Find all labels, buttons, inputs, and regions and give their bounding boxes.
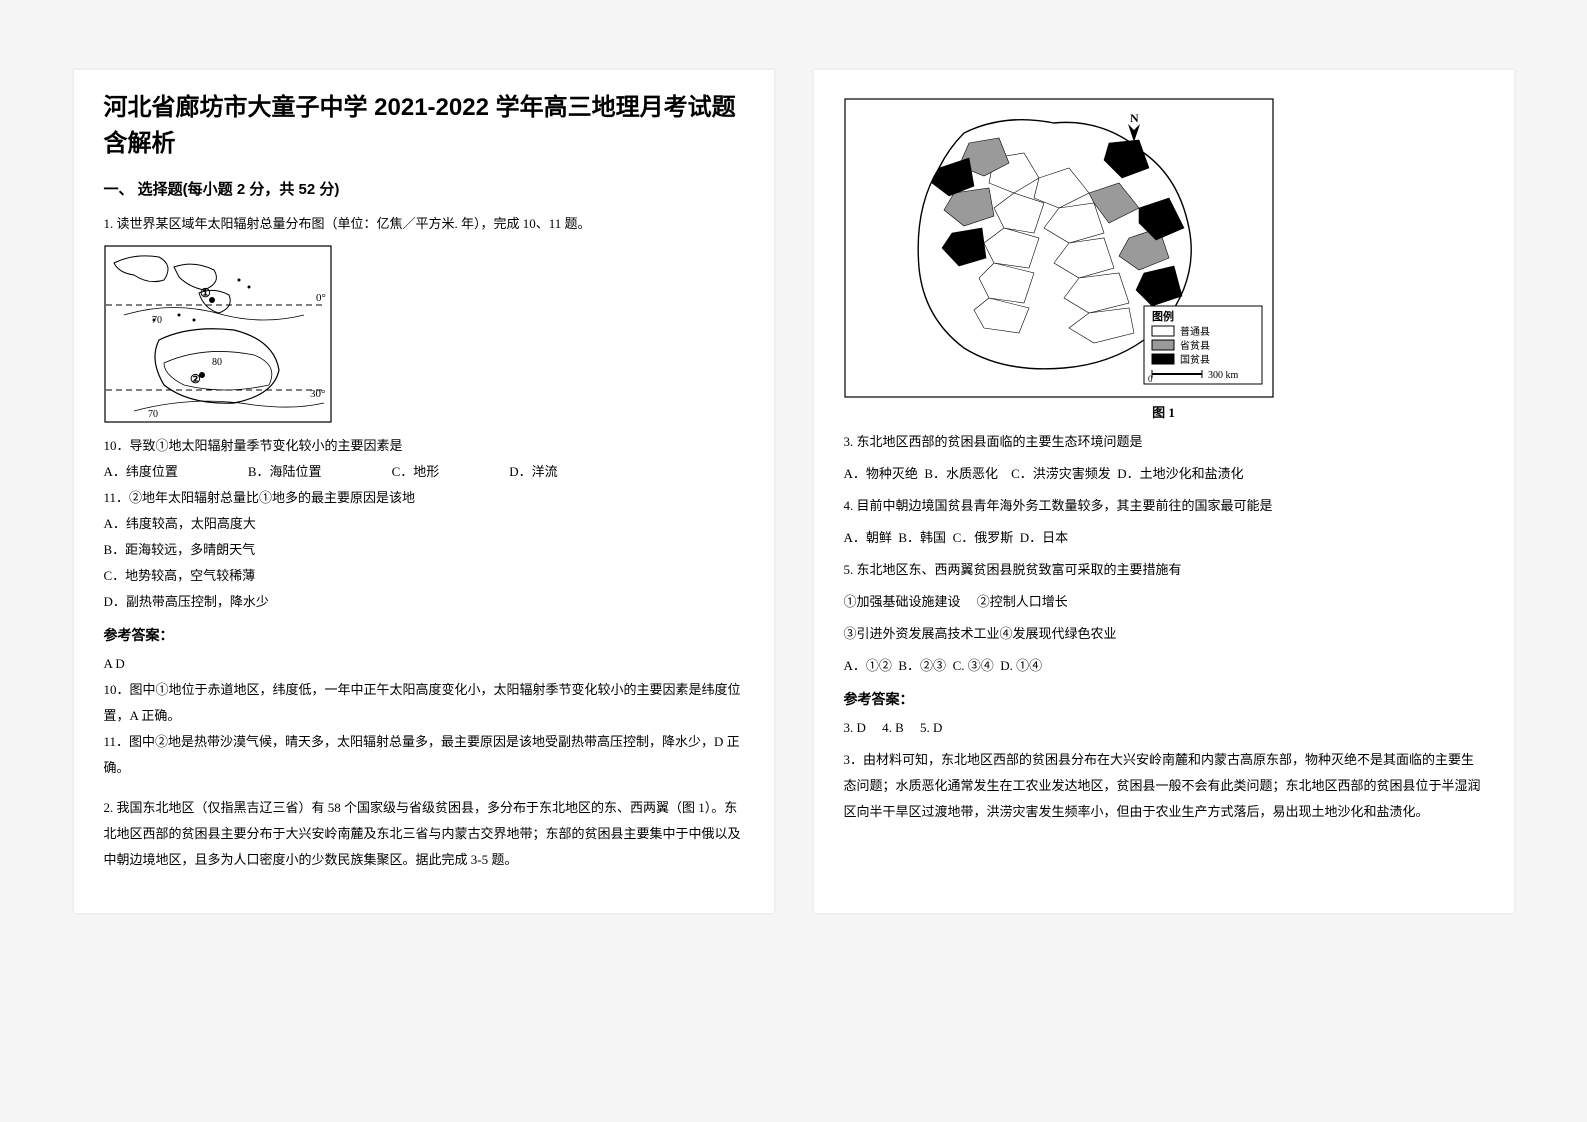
q4-opt-d: D．日本 xyxy=(1020,530,1068,545)
q4-options: A．朝鲜 B．韩国 C．俄罗斯 D．日本 xyxy=(844,525,1484,551)
lat0-label: 0° xyxy=(316,292,326,304)
svg-text:300 km: 300 km xyxy=(1208,370,1239,381)
document-title: 河北省廊坊市大童子中学 2021-2022 学年高三地理月考试题含解析 xyxy=(104,90,744,162)
q1-intro: 1. 读世界某区域年太阳辐射总量分布图（单位：亿焦／平方米. 年），完成 10、… xyxy=(104,211,744,237)
answer-label-1: 参考答案： xyxy=(104,625,744,645)
q5-item-1: ①加强基础设施建设 xyxy=(844,594,961,609)
q3-opt-d: D．土地沙化和盐渍化 xyxy=(1117,466,1243,481)
q11-opt-b: B．距海较远，多晴朗天气 xyxy=(104,537,744,563)
q4-opt-a: A．朝鲜 xyxy=(844,530,892,545)
q10-opt-d: D．洋流 xyxy=(509,459,557,485)
q11-opt-d: D．副热带高压控制，降水少 xyxy=(104,589,744,615)
q5-item-2: ②控制人口增长 xyxy=(977,594,1068,609)
q1-answer: A D xyxy=(104,651,744,677)
q10-explanation: 10．图中①地位于赤道地区，纬度低，一年中正午太阳高度变化小，太阳辐射季节变化较… xyxy=(104,677,744,729)
q3-opt-a: A．物种灭绝 xyxy=(844,466,918,481)
q3-text: 3. 东北地区西部的贫困县面临的主要生态环境问题是 xyxy=(844,429,1484,455)
svg-text:0: 0 xyxy=(1148,374,1153,384)
q5-opt-a: A．①② xyxy=(844,658,892,673)
svg-text:80: 80 xyxy=(212,357,222,368)
q5-opt-d: D. ①④ xyxy=(1000,658,1042,673)
q3-opt-c: C．洪涝灾害频发 xyxy=(1011,466,1111,481)
q3-options: A．物种灭绝 B．水质恶化 C．洪涝灾害频发 D．土地沙化和盐渍化 xyxy=(844,461,1484,487)
q5-opt-b: B．②③ xyxy=(898,658,946,673)
q10-options: A．纬度位置 B．海陆位置 C．地形 D．洋流 xyxy=(104,459,744,485)
q5-items-row1: ①加强基础设施建设 ②控制人口增长 xyxy=(844,589,1484,615)
q5-opt-c: C. ③④ xyxy=(953,658,994,673)
q11-text: 11．②地年太阳辐射总量比①地多的最主要原因是该地 xyxy=(104,485,744,511)
map-caption: 图 1 xyxy=(844,402,1484,421)
lat30-label: 30° xyxy=(310,388,325,400)
q10-text: 10．导致①地太阳辐射量季节变化较小的主要因素是 xyxy=(104,433,744,459)
q4-opt-b: B．韩国 xyxy=(898,530,946,545)
page-container: 河北省廊坊市大童子中学 2021-2022 学年高三地理月考试题含解析 一、 选… xyxy=(0,70,1587,913)
q10-opt-a: A．纬度位置 xyxy=(104,459,178,485)
svg-text:N: N xyxy=(1130,111,1139,125)
q10-opt-c: C．地形 xyxy=(392,459,440,485)
svg-text:70: 70 xyxy=(148,409,158,420)
q5-text: 5. 东北地区东、西两翼贫困县脱贫致富可采取的主要措施有 xyxy=(844,557,1484,583)
right-column: N xyxy=(814,70,1514,913)
left-column: 河北省廊坊市大童子中学 2021-2022 学年高三地理月考试题含解析 一、 选… xyxy=(74,70,774,913)
svg-text:图例: 图例 xyxy=(1152,309,1174,323)
q11-explanation: 11．图中②地是热带沙漠气候，晴天多，太阳辐射总量多，最主要原因是该地受副热带高… xyxy=(104,729,744,781)
q11-opt-c: C．地势较高，空气较稀薄 xyxy=(104,563,744,589)
q11-opt-a: A．纬度较高，太阳高度大 xyxy=(104,511,744,537)
svg-text:①: ① xyxy=(200,286,211,300)
q5-options: A．①② B．②③ C. ③④ D. ①④ xyxy=(844,653,1484,679)
section-header: 一、 选择题(每小题 2 分，共 52 分) xyxy=(104,178,744,199)
q2-intro: 2. 我国东北地区（仅指黑吉辽三省）有 58 个国家级与省级贫困县，多分布于东北… xyxy=(104,795,744,873)
legend-guopin: 国贫县 xyxy=(1180,353,1210,366)
figure-northeast-map: N xyxy=(844,98,1484,421)
q3-explanation: 3．由材料可知，东北地区西部的贫困县分布在大兴安岭南麓和内蒙古高原东部，物种灭绝… xyxy=(844,747,1484,825)
figure-radiation-map: 0° 30° 70 70 80 ① ② xyxy=(104,245,744,425)
answer-label-2: 参考答案： xyxy=(844,689,1484,709)
q10-opt-b: B．海陆位置 xyxy=(248,459,322,485)
legend-shengpin: 省贫县 xyxy=(1180,339,1210,352)
q4-opt-c: C．俄罗斯 xyxy=(953,530,1014,545)
svg-text:②: ② xyxy=(190,372,201,386)
q4-text: 4. 目前中朝边境国贫县青年海外务工数量较多，其主要前往的国家最可能是 xyxy=(844,493,1484,519)
legend-putong: 普通县 xyxy=(1180,325,1210,338)
q3-opt-b: B．水质恶化 xyxy=(924,466,998,481)
q2-answers: 3. D 4. B 5. D xyxy=(844,715,1484,741)
q5-items-row2: ③引进外资发展高技术工业④发展现代绿色农业 xyxy=(844,621,1484,647)
